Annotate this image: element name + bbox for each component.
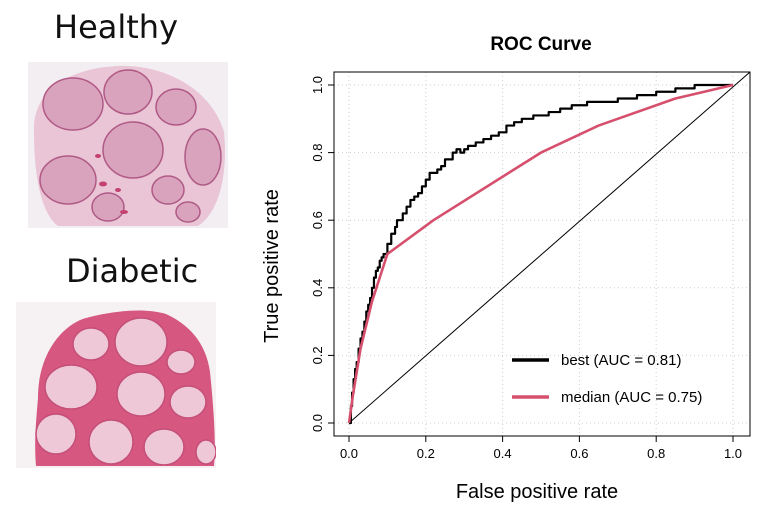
x-tick-label-2: 0.4 xyxy=(494,446,512,461)
x-axis: 0.0 0.2 0.4 0.6 0.8 1.0 xyxy=(340,435,742,461)
diabetic-tissue-image xyxy=(16,302,216,468)
healthy-label: Healthy xyxy=(54,8,179,46)
y-tick-label-1: 0.2 xyxy=(310,346,325,364)
series-line-1 xyxy=(347,83,734,424)
healthy-tissue-image xyxy=(28,62,228,228)
roc-series xyxy=(347,83,734,425)
roc-chart: ROC Curve 0.0 0.2 0.4 0.6 0.8 1.0 0.00.20.40.… xyxy=(261,34,751,503)
series-line-0 xyxy=(349,83,733,425)
y-tick-label-5: 1.0 xyxy=(310,76,325,94)
legend: best (AUC = 0.81) median (AUC = 0.75) xyxy=(512,352,702,406)
y-tick-label-0: 0.0 xyxy=(310,414,325,432)
x-axis-label: False positive rate xyxy=(456,481,618,503)
diabetic-label: Diabetic xyxy=(66,252,199,290)
reference-diagonal xyxy=(348,71,751,424)
legend-label-1: median (AUC = 0.75) xyxy=(561,389,702,406)
y-tick-label-4: 0.8 xyxy=(310,144,325,162)
x-tick-label-0: 0.0 xyxy=(340,446,358,461)
y-axis: 0.0 0.2 0.4 0.6 0.8 1.0 xyxy=(310,76,335,432)
chart-title: ROC Curve xyxy=(490,34,591,55)
x-tick-label-5: 1.0 xyxy=(724,446,742,461)
y-tick-label-2: 0.4 xyxy=(310,279,325,297)
y-axis-label: True positive rate xyxy=(261,189,283,343)
x-tick-label-4: 0.8 xyxy=(647,446,665,461)
healthy-fascicles xyxy=(39,69,222,223)
healthy-vessels xyxy=(95,154,128,214)
y-tick-label-3: 0.6 xyxy=(310,211,325,229)
diagonal-line xyxy=(348,71,751,424)
x-tick-label-1: 0.2 xyxy=(417,446,435,461)
diabetic-fascicles xyxy=(35,317,216,466)
x-tick-label-3: 0.6 xyxy=(570,446,588,461)
legend-label-0: best (AUC = 0.81) xyxy=(561,352,681,369)
